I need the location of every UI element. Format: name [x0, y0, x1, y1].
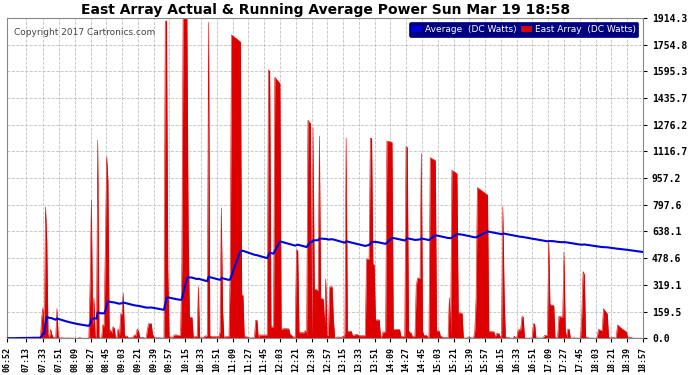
Title: East Array Actual & Running Average Power Sun Mar 19 18:58: East Array Actual & Running Average Powe…	[81, 3, 570, 17]
Text: Copyright 2017 Cartronics.com: Copyright 2017 Cartronics.com	[14, 27, 155, 36]
Legend: Average  (DC Watts), East Array  (DC Watts): Average (DC Watts), East Array (DC Watts…	[408, 22, 638, 37]
